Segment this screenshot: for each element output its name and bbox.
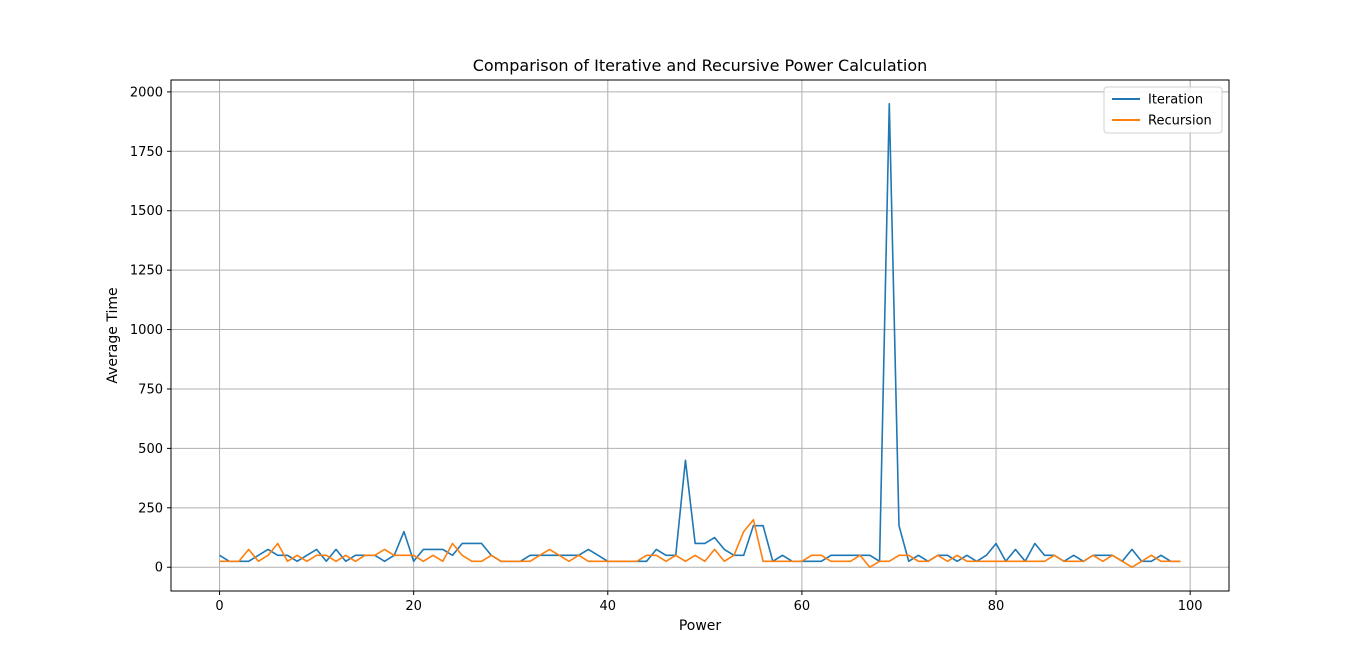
legend-entry-iteration: Iteration <box>1148 93 1203 108</box>
legend: Iteration Recursion <box>1103 86 1223 134</box>
x-axis-label: Power <box>679 618 722 634</box>
x-tick-label: 40 <box>600 599 617 614</box>
y-tick-label: 1750 <box>130 145 163 160</box>
y-axis-label: Average Time <box>105 287 121 383</box>
chart-title: Comparison of Iterative and Recursive Po… <box>473 56 928 75</box>
y-tick-label: 250 <box>138 501 163 516</box>
x-tick-label: 20 <box>405 599 422 614</box>
y-tick-label: 0 <box>155 561 163 576</box>
y-tick-label: 2000 <box>130 85 163 100</box>
x-tick-label: 80 <box>988 599 1005 614</box>
y-tick-label: 500 <box>138 442 163 457</box>
x-tick-label: 0 <box>215 599 223 614</box>
y-tick-label: 1500 <box>130 204 163 219</box>
y-tick-label: 1250 <box>130 264 163 279</box>
x-tick-label: 100 <box>1178 599 1203 614</box>
y-tick-label: 750 <box>138 382 163 397</box>
series-lines <box>219 102 1181 569</box>
plot-area-frame <box>170 79 1230 592</box>
x-tick-label: 60 <box>794 599 811 614</box>
legend-entry-recursion: Recursion <box>1148 114 1212 129</box>
series-line-recursion <box>219 518 1181 569</box>
y-tick-label: 1000 <box>130 323 163 338</box>
series-line-iteration <box>219 102 1181 563</box>
axis-ticks: 0 20 40 60 80 1000250500750100012501500175020… <box>130 85 1203 614</box>
grid-lines <box>171 80 1229 591</box>
